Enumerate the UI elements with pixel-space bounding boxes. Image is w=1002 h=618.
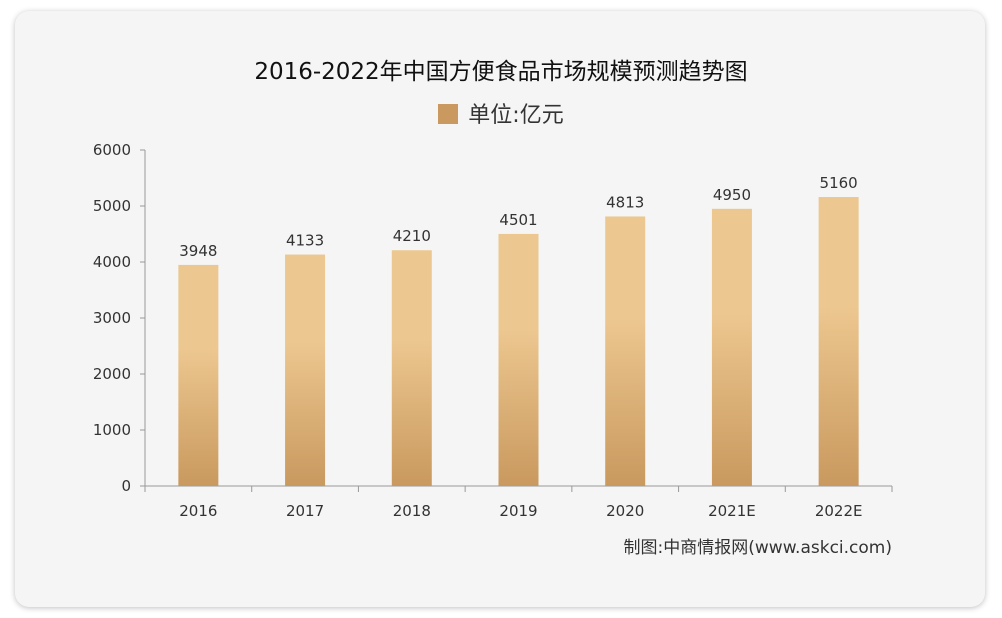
- y-tick-label: 1000: [93, 421, 131, 439]
- data-label-2019: 4501: [499, 211, 537, 229]
- data-label-2016: 3948: [179, 242, 217, 260]
- bar-2019: [498, 233, 539, 486]
- data-label-2021e: 4950: [713, 186, 751, 204]
- x-tick-label-2018: 2018: [393, 502, 431, 520]
- x-tick-label-2022e: 2022E: [815, 502, 863, 520]
- chart-title: 2016-2022年中国方便食品市场规模预测趋势图: [254, 59, 748, 85]
- legend-swatch: [438, 104, 459, 124]
- bar-2017: [285, 254, 326, 486]
- bar-2022e: [818, 197, 859, 487]
- x-tick-label-2020: 2020: [606, 502, 644, 520]
- data-label-2020: 4813: [606, 193, 644, 211]
- y-tick-label: 5000: [93, 197, 131, 215]
- y-tick-label: 6000: [93, 141, 131, 159]
- x-tick-label-2019: 2019: [499, 502, 537, 520]
- bars: [178, 197, 859, 487]
- source-note: 制图:中商情报网(www.askci.com): [623, 538, 892, 558]
- y-tick-label: 0: [121, 477, 131, 495]
- y-tick-label: 4000: [93, 253, 131, 271]
- bar-2018: [391, 250, 432, 486]
- data-label-2018: 4210: [393, 227, 431, 245]
- bar-2016: [178, 264, 219, 486]
- x-tick-label-2017: 2017: [286, 502, 324, 520]
- x-tick-label-2021e: 2021E: [708, 502, 756, 520]
- data-label-2017: 4133: [286, 232, 324, 250]
- labels: 0 1000 2000 3000 4000 5000 6000 3948 2016 4133 201…: [93, 141, 863, 520]
- legend-label: 单位:亿元: [468, 103, 564, 128]
- x-tick-label-2016: 2016: [179, 502, 217, 520]
- bar-2021e: [711, 208, 752, 487]
- bar-2020: [605, 216, 646, 487]
- y-tick-label: 3000: [93, 309, 131, 327]
- y-tick-label: 2000: [93, 365, 131, 383]
- legend: 单位:亿元: [0, 101, 1002, 131]
- data-label-2022e: 5160: [820, 174, 858, 192]
